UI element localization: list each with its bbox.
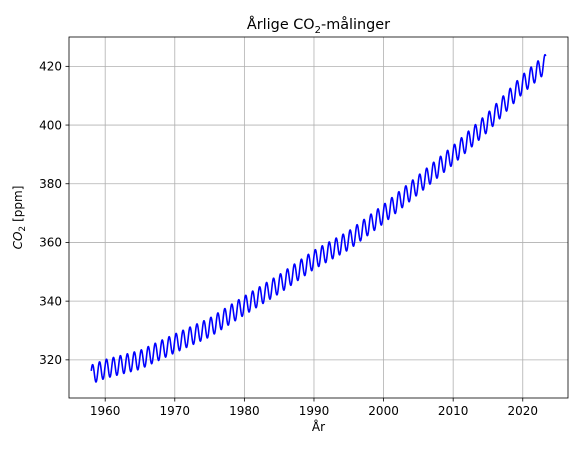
x-tick-label: 1990	[299, 404, 330, 418]
plot-area-frame	[68, 36, 569, 399]
chart-title: Årlige CO2-målinger	[247, 16, 390, 36]
co2-series-line	[90, 53, 547, 383]
grid-lines	[69, 37, 568, 398]
y-tick-label: 360	[39, 236, 62, 250]
x-tick-label: 2010	[438, 404, 469, 418]
y-axis-label-main: CO	[11, 232, 25, 250]
y-tick-label: 400	[39, 118, 62, 132]
series-layer	[90, 53, 547, 383]
x-axis-label: År	[312, 419, 325, 434]
axis-ticks: 1960 1970 1980 1990 2000 2010 2020 320 340 360 380…	[39, 60, 538, 418]
x-tick-label: 1960	[90, 404, 121, 418]
y-axis-label: CO2 [ppm]	[11, 186, 28, 250]
chart-title-subscript: 2	[315, 25, 321, 36]
y-axis-label-subscript: 2	[18, 226, 28, 232]
y-tick-label: 340	[39, 294, 62, 308]
x-tick-label: 2000	[368, 404, 399, 418]
chart-title-main: Årlige CO	[247, 16, 315, 33]
x-tick-label: 2020	[507, 404, 538, 418]
y-tick-label: 320	[39, 353, 62, 367]
chart-title-suffix: -målinger	[321, 16, 390, 33]
y-axis-label-unit: [ppm]	[11, 186, 25, 222]
y-tick-label: 420	[39, 60, 62, 74]
y-tick-label: 380	[39, 177, 62, 191]
x-tick-label: 1980	[229, 404, 260, 418]
x-tick-label: 1970	[160, 404, 191, 418]
